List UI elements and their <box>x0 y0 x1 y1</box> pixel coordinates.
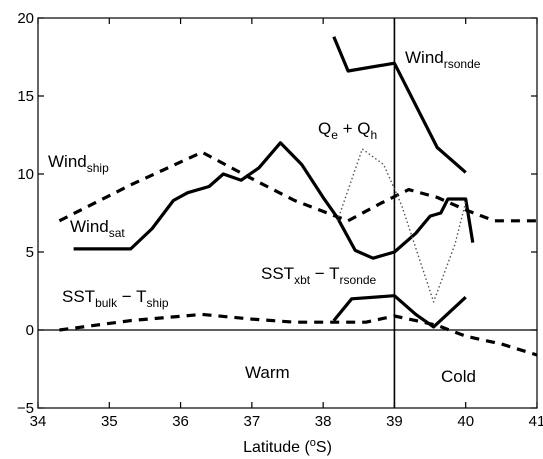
series-line-wind-ship <box>58 150 537 223</box>
reference-lines <box>38 18 537 408</box>
x-axis-title: Latitude (oS) <box>243 437 332 456</box>
series-line-wind-sat <box>73 141 475 260</box>
x-tick-label: 41 <box>529 413 543 430</box>
label-wind-rsonde: Windrsonde <box>405 48 481 71</box>
series-line-sst-bulk-t-ship <box>59 312 538 357</box>
series-line-sst-xbt-t-rsonde <box>332 294 467 329</box>
label-warm: Warm <box>245 363 290 382</box>
plot-frame <box>37 17 538 409</box>
label-wind-ship: Windship <box>48 152 109 175</box>
series-layer <box>58 36 538 357</box>
y-tick-label: 5 <box>26 244 34 261</box>
axis-ticks: 34 35 36 37 38 39 40 41 −5 0 5 10 15 20 <box>17 10 543 430</box>
annotation-labels: Windrsonde Qe + Qh Windship Windsat SSTxbt −… <box>48 48 481 386</box>
y-tick-label: 20 <box>17 10 34 27</box>
series-line-wind-rsonde <box>332 36 467 174</box>
x-tick-label: 35 <box>101 413 118 430</box>
label-sst-bulk: SSTbulk − Tship <box>62 287 169 310</box>
label-qe-qh: Qe + Qh <box>318 119 377 142</box>
x-tick-label: 37 <box>244 413 261 430</box>
y-tick-label: 15 <box>17 88 34 105</box>
x-tick-label: 40 <box>457 413 474 430</box>
y-tick-label: −5 <box>17 400 34 417</box>
label-sst-xbt: SSTxbt − Trsonde <box>261 264 377 287</box>
x-tick-label: 36 <box>172 413 189 430</box>
y-tick-label: 10 <box>17 166 34 183</box>
x-tick-label: 38 <box>315 413 332 430</box>
x-tick-label: 34 <box>30 413 47 430</box>
label-cold: Cold <box>441 367 476 386</box>
x-tick-label: 39 <box>386 413 403 430</box>
label-wind-sat: Windsat <box>70 217 125 240</box>
y-tick-label: 0 <box>26 322 34 339</box>
